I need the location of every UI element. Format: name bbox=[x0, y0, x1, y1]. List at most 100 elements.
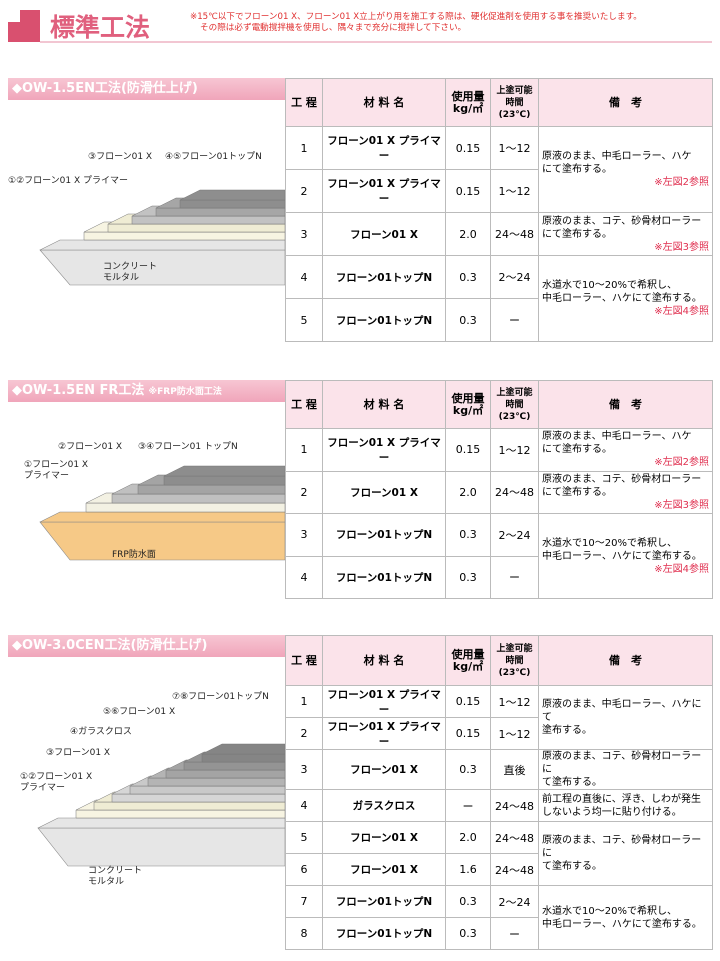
diagram-label-line: ②フローン01 X bbox=[58, 442, 123, 452]
diagram-label: ④ガラスクロス bbox=[70, 727, 132, 738]
amount: 0.15 bbox=[445, 169, 491, 213]
time: 2～24 bbox=[490, 513, 539, 557]
remark-line: 中毛ローラー、ハケにて塗布する。 bbox=[542, 550, 702, 562]
time: 24～48 bbox=[490, 212, 539, 256]
spec-table: 工 程材 料 名使用量 kg/㎡ 上塗可能 時間 (23℃) 備 考 1 フローン01 X プ… bbox=[285, 635, 713, 950]
spec-table: 工 程材 料 名使用量 kg/㎡ 上塗可能 時間 (23℃) 備 考 1 フローン01 X プ… bbox=[285, 78, 713, 342]
layer-front bbox=[147, 777, 286, 787]
diagram-label-line: ⑦⑧フローン01トップN bbox=[172, 692, 269, 702]
material: フローン01トップN bbox=[322, 513, 446, 557]
diagram-label: FRP防水面 bbox=[112, 550, 156, 561]
material: フローン01 X bbox=[322, 470, 446, 514]
remarks: 原液のまま、中毛ローラー、ハケ にて塗布する。 ※左図2参照 bbox=[538, 126, 713, 213]
table-row: 2 フローン01 X プライマー 0.15 1～12 bbox=[285, 169, 713, 213]
layer-front bbox=[111, 493, 286, 504]
remark-line: 中毛ローラー、ハケにて塗布する。 bbox=[542, 918, 702, 930]
base-front bbox=[39, 521, 286, 561]
layer-front bbox=[201, 753, 286, 763]
remark-line: しないよう均一に貼り付ける。 bbox=[542, 806, 682, 818]
remarks: 原液のまま、コテ、砂骨材ローラー にて塗布する。 ※左図3参照 bbox=[538, 470, 713, 514]
step: 6 bbox=[285, 853, 323, 886]
header-line: (23℃) bbox=[498, 109, 531, 120]
time: 2～24 bbox=[490, 255, 539, 299]
material: フローン01トップN bbox=[322, 917, 446, 950]
remark-ref: ※左図3参照 bbox=[654, 499, 709, 511]
step: 5 bbox=[285, 821, 323, 854]
step: 4 bbox=[285, 255, 323, 299]
layer-front bbox=[129, 785, 286, 795]
step: 3 bbox=[285, 212, 323, 256]
header-line: 使用量 bbox=[451, 391, 485, 405]
diagram-label-line: モルタル bbox=[103, 273, 140, 283]
material: フローン01 X プライマー bbox=[322, 428, 446, 472]
material: フローン01トップN bbox=[322, 555, 446, 599]
remark-line: 塗布する。 bbox=[542, 725, 592, 736]
step: 5 bbox=[285, 298, 323, 342]
diagram-label-line: プライマー bbox=[24, 471, 70, 481]
header-material: 材 料 名 bbox=[322, 635, 446, 686]
remark-line: にて塗布する。 bbox=[542, 444, 612, 456]
time: 直後 bbox=[490, 749, 539, 790]
diagram-label: ④⑤フローン01トップN bbox=[165, 152, 262, 163]
header-amount: 使用量 kg/㎡ bbox=[445, 78, 491, 127]
diagram-label-line: ③④フローン01 トップN bbox=[138, 442, 238, 452]
material: フローン01 X プライマー bbox=[322, 169, 446, 213]
diagram-label-line: ①フローン01 X bbox=[24, 460, 89, 470]
step: 3 bbox=[285, 513, 323, 557]
diagram-label-line: コンクリート bbox=[103, 262, 158, 272]
diagram-label-line: コンクリート bbox=[88, 866, 143, 876]
remarks: 原液のまま、コテ、砂骨材ローラーに て塗布する。 bbox=[538, 821, 713, 886]
remark-line: 前工程の直後に、浮き、しわが発生 bbox=[542, 793, 701, 805]
remark-line: 水道水で10～20%で希釈し、 bbox=[542, 280, 677, 291]
header-step: 工 程 bbox=[285, 380, 323, 429]
header-line: (23℃) bbox=[498, 411, 531, 422]
remark-line: 原液のまま、コテ、砂骨材ローラーに bbox=[542, 835, 702, 859]
amount: 0.15 bbox=[445, 717, 491, 750]
material: フローン01トップN bbox=[322, 255, 446, 299]
time: 24～48 bbox=[490, 821, 539, 854]
material: フローン01 X プライマー bbox=[322, 685, 446, 718]
remark-ref: ※左図2参照 bbox=[654, 177, 709, 188]
layer-front bbox=[165, 769, 286, 779]
time: ー bbox=[490, 917, 539, 950]
diagram-label-line: ①②フローン01 X プライマー bbox=[8, 176, 129, 186]
layer-front bbox=[85, 502, 286, 513]
header-row: 工 程材 料 名使用量 kg/㎡ 上塗可能 時間 (23℃) 備 考 bbox=[285, 380, 713, 429]
time: ー bbox=[490, 555, 539, 599]
time: 1～12 bbox=[490, 169, 539, 213]
remark-line: 原液のまま、コテ、砂骨材ローラー bbox=[542, 473, 702, 485]
remark-ref: ※左図4参照 bbox=[654, 563, 709, 575]
diagram-label: ①②フローン01 X プライマー bbox=[20, 772, 92, 794]
diagram-label: ③フローン01 X bbox=[46, 748, 110, 759]
diagram-label: ⑤⑥フローン01 X bbox=[103, 707, 175, 718]
layer-front bbox=[131, 215, 286, 225]
layer-front bbox=[83, 231, 286, 241]
time: 2～24 bbox=[490, 885, 539, 918]
header-line: 時間 bbox=[505, 655, 524, 666]
remark-line: 水道水で10～20%で希釈し、 bbox=[542, 537, 677, 549]
diagram-label: コンクリート モルタル bbox=[103, 262, 157, 284]
page-title: 標準工法 bbox=[50, 13, 151, 42]
layer-front bbox=[183, 761, 286, 771]
material: ガラスクロス bbox=[322, 789, 446, 822]
material: フローン01 X bbox=[322, 853, 446, 886]
remarks: 前工程の直後に、浮き、しわが発生 しないよう均一に貼り付ける。 bbox=[538, 789, 713, 822]
amount: 2.0 bbox=[445, 470, 491, 514]
table-row: 8 フローン01トップN 0.3 ー bbox=[285, 917, 713, 950]
material: フローン01 X プライマー bbox=[322, 126, 446, 170]
header-row: 工 程材 料 名使用量 kg/㎡ 上塗可能 時間 (23℃) 備 考 bbox=[285, 78, 713, 127]
step: 1 bbox=[285, 126, 323, 170]
header-time: 上塗可能 時間 (23℃) bbox=[490, 635, 539, 686]
remarks: 原液のまま、中毛ローラー、ハケにて 塗布する。 bbox=[538, 685, 713, 750]
step: 4 bbox=[285, 555, 323, 599]
section-title-text: ◆OW-3.0CEN工法(防滑仕上げ) bbox=[12, 638, 208, 653]
table-row: 3 フローン01トップN 0.3 2～24 水道水で10～20%で希釈し、 中毛ローラー、… bbox=[285, 513, 713, 599]
amount: 0.3 bbox=[445, 298, 491, 342]
layer-top bbox=[201, 743, 286, 755]
notes: ※15℃以下でフローン01 X、フローン01 X立上がり用を施工する際は、硬化促… bbox=[190, 12, 642, 34]
remark-line: にて塗布する。 bbox=[542, 486, 612, 498]
table-row: 4 フローン01トップN 0.3 ー bbox=[285, 555, 713, 599]
step: 2 bbox=[285, 169, 323, 213]
header-line: 使用量 bbox=[451, 89, 485, 103]
